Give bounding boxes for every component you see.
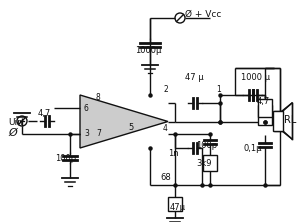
- Text: 1000 μ: 1000 μ: [241, 73, 270, 81]
- Text: 6: 6: [84, 103, 89, 113]
- Text: 0,1μ: 0,1μ: [243, 143, 262, 153]
- Bar: [273, 111, 283, 131]
- Text: 1n: 1n: [168, 149, 178, 157]
- Text: 4,7: 4,7: [38, 109, 51, 117]
- Text: Ø: Ø: [8, 128, 17, 138]
- Bar: [258, 105, 272, 125]
- Text: Uin: Uin: [8, 117, 23, 127]
- Text: 4: 4: [163, 123, 168, 133]
- Text: 100p: 100p: [55, 153, 76, 163]
- Text: 47 μ: 47 μ: [185, 73, 204, 81]
- Text: 1000μ: 1000μ: [135, 46, 161, 54]
- Bar: [168, 197, 182, 211]
- Text: Ø + Vcc: Ø + Vcc: [185, 10, 221, 18]
- Text: 1: 1: [216, 85, 221, 93]
- Text: RL: RL: [284, 115, 296, 125]
- Text: 47μ: 47μ: [170, 202, 186, 212]
- Bar: [258, 99, 272, 117]
- Text: 4,7: 4,7: [257, 97, 270, 105]
- Bar: [203, 155, 217, 171]
- Text: 100p: 100p: [196, 141, 217, 149]
- Bar: [274, 111, 282, 131]
- Polygon shape: [80, 95, 168, 148]
- Text: 7: 7: [96, 129, 101, 137]
- Text: 8: 8: [96, 93, 101, 101]
- Text: 5: 5: [128, 123, 133, 131]
- Text: 2: 2: [164, 85, 169, 93]
- Text: 68: 68: [160, 172, 171, 182]
- Text: 3k9: 3k9: [196, 159, 212, 168]
- Text: 3: 3: [84, 129, 89, 137]
